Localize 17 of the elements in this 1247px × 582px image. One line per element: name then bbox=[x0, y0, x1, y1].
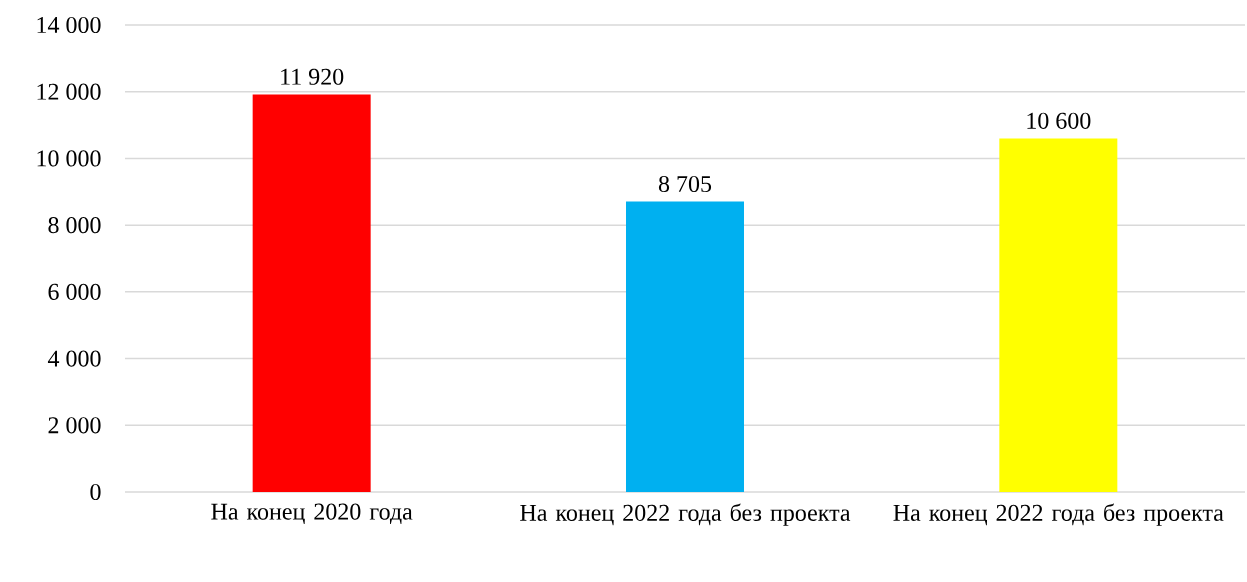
bar bbox=[252, 94, 371, 492]
data-label: 10 600 bbox=[1027, 112, 1091, 129]
x-tick-label: На конец 2020 года bbox=[211, 503, 413, 525]
y-tick-label: 4 000 bbox=[47, 350, 101, 367]
x-tick-label: На конец 2022 года без проекта bbox=[520, 503, 851, 526]
data-label: 11 920 bbox=[281, 68, 344, 85]
y-tick-label: 8 000 bbox=[48, 217, 101, 234]
x-tick-label: На конец 2022 года без проекта bbox=[893, 503, 1224, 526]
bar bbox=[626, 201, 744, 492]
y-tick-label: 12 000 bbox=[37, 83, 101, 100]
data-label: 8 705 bbox=[658, 175, 712, 193]
y-tick-label: 10 000 bbox=[37, 150, 101, 167]
y-tick-label: 0 bbox=[90, 483, 101, 501]
y-tick-label: 6 000 bbox=[48, 283, 101, 300]
bar bbox=[999, 138, 1118, 492]
y-tick-label: 2 000 bbox=[48, 417, 101, 434]
y-tick-label: 14 000 bbox=[37, 16, 101, 34]
